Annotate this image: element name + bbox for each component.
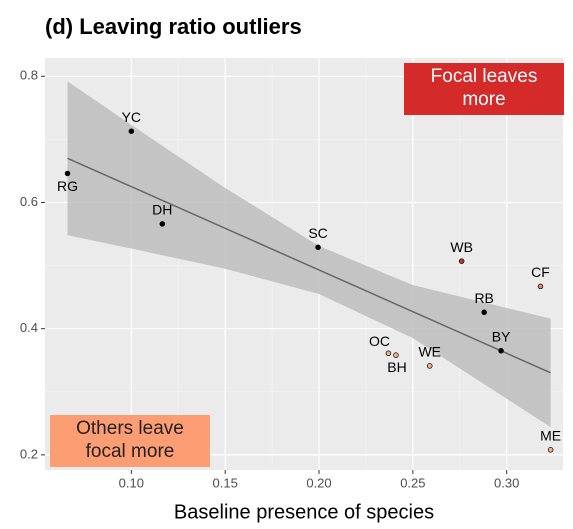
- x-tick-label: 0.30: [494, 475, 519, 490]
- point: [458, 258, 465, 264]
- point-label: SC: [308, 225, 327, 241]
- point-label: YC: [122, 109, 141, 125]
- x-tick-label: 0.20: [306, 475, 331, 490]
- y-tick-label: 0.8: [20, 68, 38, 83]
- point: [64, 170, 71, 177]
- annotation-text: Others leave: [76, 418, 184, 439]
- point-label: RG: [57, 178, 78, 194]
- point-label: DH: [152, 202, 172, 218]
- point: [498, 348, 504, 354]
- point: [385, 350, 392, 357]
- y-tick-label: 0.2: [20, 446, 38, 461]
- fit-line: [67, 157, 551, 374]
- x-axis-label: Baseline presence of species: [174, 501, 434, 523]
- point: [315, 244, 321, 251]
- point: [426, 363, 433, 369]
- point-label: RB: [474, 290, 493, 306]
- y-tick-label: 0.6: [20, 194, 38, 209]
- y-tick-label: 0.4: [20, 320, 38, 335]
- x-tick-label: 0.10: [119, 475, 144, 490]
- annotation-text: more: [462, 89, 505, 110]
- point: [481, 309, 487, 316]
- point: [547, 447, 554, 453]
- annotation-box: [404, 63, 564, 115]
- annotation-box: [50, 415, 210, 467]
- point-label: ME: [540, 428, 561, 444]
- point: [393, 352, 399, 358]
- x-tick-label: 0.15: [213, 475, 238, 490]
- point: [537, 283, 544, 290]
- point-label: BH: [387, 359, 406, 375]
- point-label: BY: [492, 328, 511, 344]
- point-label: OC: [369, 333, 390, 349]
- x-tick-label: 0.25: [400, 475, 425, 490]
- point-label: WE: [418, 344, 441, 360]
- point: [159, 221, 166, 227]
- annotation-text: focal more: [86, 441, 175, 462]
- confidence-band: [67, 81, 551, 428]
- chart-title: (d) Leaving ratio outliers: [45, 14, 302, 39]
- point-label: WB: [450, 239, 473, 255]
- annotation-text: Focal leaves: [431, 66, 538, 87]
- point: [128, 128, 135, 134]
- point-label: CF: [531, 264, 550, 280]
